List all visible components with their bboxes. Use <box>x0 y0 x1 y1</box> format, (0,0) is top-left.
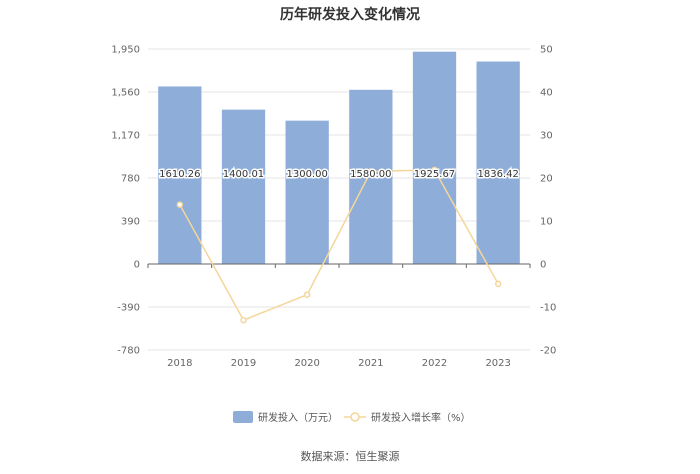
bar <box>221 109 266 264</box>
line-point <box>431 166 438 174</box>
data-source: 数据来源：恒生聚源 <box>301 449 400 463</box>
legend-label-line: 研发投入增长率（%） <box>371 411 471 424</box>
bar-data-label: 1400.01 <box>223 169 264 180</box>
legend: 研发投入（万元） 研发投入增长率（%） <box>233 411 471 424</box>
y-right-tick-label: 0 <box>540 260 546 271</box>
bar-data-labels: 1610.26 1400.01 1300.00 1580.00 1925.67 1836.… <box>158 168 521 182</box>
legend-swatch-bar <box>233 411 253 423</box>
line-point <box>303 291 311 298</box>
y-left-tick-label: 1,560 <box>111 88 140 99</box>
line-point <box>367 168 375 175</box>
y-left-tick-label: 1,950 <box>111 45 140 56</box>
line-series <box>176 166 502 324</box>
y-left-tick-label: -390 <box>117 303 140 314</box>
legend-marker-line <box>350 412 360 422</box>
y-left-tick-label: 0 <box>134 260 140 271</box>
bar-data-label: 1836.42 <box>477 169 518 180</box>
bar-data-label: 1925.67 <box>414 169 455 180</box>
x-tick-label: 2021 <box>358 358 383 369</box>
x-tick-label: 2018 <box>167 358 192 369</box>
x-axis <box>147 263 531 268</box>
bar <box>476 61 520 265</box>
y-right-tick-label: -10 <box>540 303 556 314</box>
x-tick-label: 2023 <box>485 358 510 369</box>
y-left-tick-label: 1,170 <box>111 131 140 142</box>
bar-data-label: 1300.00 <box>286 169 327 180</box>
legend-label-bar: 研发投入（万元） <box>258 411 338 424</box>
grid-lines <box>148 48 530 351</box>
line-point <box>494 280 502 288</box>
bar-data-label: 1610.26 <box>159 169 200 180</box>
y-left-tick-label: -780 <box>117 346 140 357</box>
y-right-tick-label: 40 <box>540 88 553 99</box>
right-axis: 50 40 30 20 10 0 -10 -20 <box>540 45 556 357</box>
y-right-tick-label: 20 <box>540 174 553 185</box>
y-right-tick-label: 30 <box>540 131 553 142</box>
line-point <box>176 201 184 208</box>
bar <box>349 89 393 265</box>
line-point <box>240 316 247 324</box>
bar-data-label: 1580.00 <box>350 169 391 180</box>
growth-line <box>179 169 499 322</box>
x-tick-label: 2019 <box>231 358 256 369</box>
y-left-tick-label: 390 <box>121 217 140 228</box>
bar <box>158 86 202 264</box>
bar-series <box>158 51 520 265</box>
y-right-tick-label: -20 <box>540 346 556 357</box>
y-right-tick-label: 50 <box>540 45 553 56</box>
left-axis: 1,950 1,560 1,170 780 390 0 -390 -780 <box>111 45 140 357</box>
bar <box>285 120 329 265</box>
x-tick-label: 2020 <box>294 358 319 369</box>
chart-title: 历年研发投入变化情况 <box>280 6 420 23</box>
y-right-tick-label: 10 <box>540 217 553 228</box>
y-left-tick-label: 780 <box>121 174 140 185</box>
bar <box>412 51 457 264</box>
x-axis-ticks: 2018 2019 2020 2021 2022 2023 <box>167 358 511 369</box>
x-tick-label: 2022 <box>422 358 447 369</box>
